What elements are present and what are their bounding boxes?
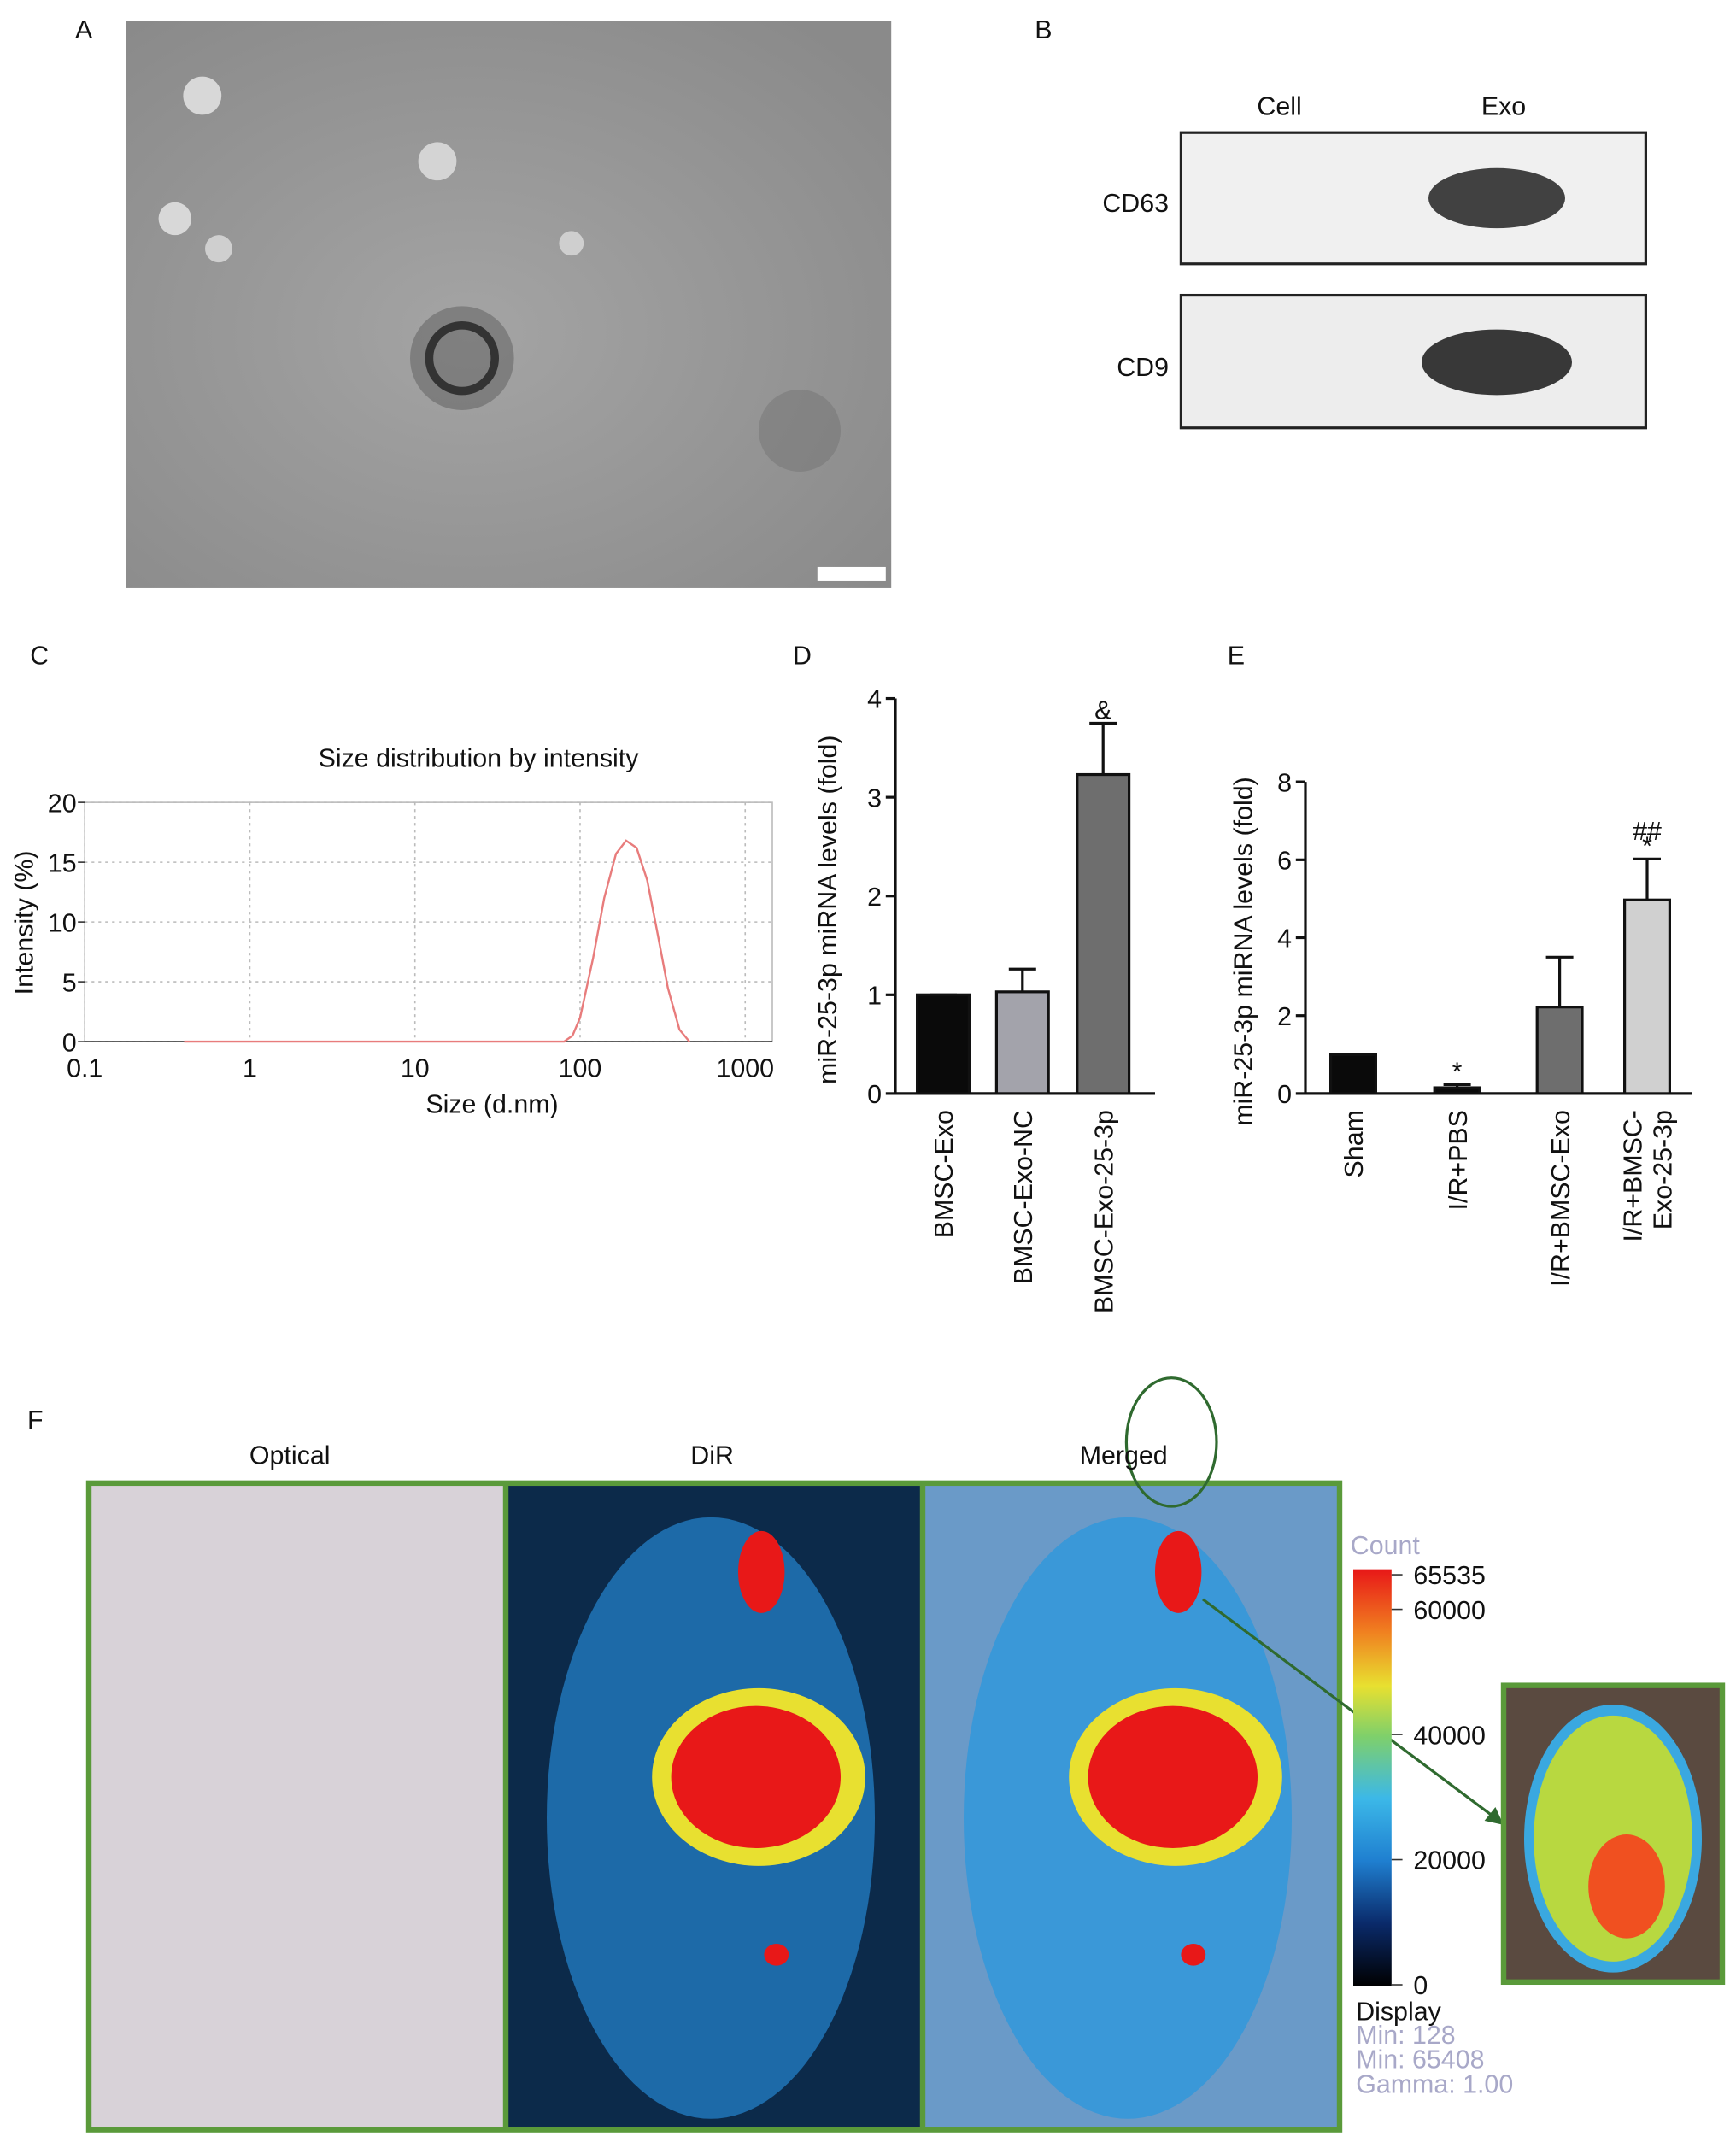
y-axis-label: miR-25-3p miRNA levels (fold) — [1229, 777, 1258, 1125]
colorbar-tick-label: 65535 — [1413, 1561, 1485, 1590]
x-tick-label: Sham — [1340, 1110, 1369, 1177]
x-tick-label: I/R+BMSC-Exo-25-3p — [1619, 1110, 1678, 1241]
colorbar-tick-label: 0 — [1413, 1971, 1428, 2000]
error-bar — [1545, 955, 1574, 1007]
annotation: & — [1094, 696, 1111, 725]
x-tick-label: 1 — [243, 1054, 257, 1083]
error-bar — [1443, 1083, 1471, 1089]
colorbar-title: Count — [1351, 1531, 1421, 1560]
display-line: Min: 128 — [1356, 2021, 1456, 2050]
y-tick-label: 10 — [48, 908, 77, 937]
x-axis-label: Size (d.nm) — [425, 1089, 558, 1118]
blot-row-label: CD9 — [1117, 353, 1169, 382]
bar — [994, 990, 1050, 1095]
line — [184, 839, 690, 1043]
display-line: Min: 65408 — [1356, 2045, 1484, 2075]
y-tick-label: 6 — [1277, 847, 1292, 876]
y-tick-label: 5 — [62, 968, 77, 997]
y-tick-label: 8 — [1277, 768, 1292, 797]
western-blot — [1179, 131, 1647, 430]
image-title: Merged — [1080, 1441, 1168, 1470]
imaging-panels — [85, 1376, 1726, 2133]
x-tick-label: 100 — [559, 1054, 602, 1083]
blot-row-label: CD63 — [1102, 189, 1169, 218]
bar — [1329, 1053, 1377, 1095]
error-bar — [1089, 721, 1117, 775]
error-bar — [1633, 857, 1661, 901]
x-tick-label: I/R+PBS — [1444, 1110, 1473, 1210]
y-tick-label: 0 — [62, 1028, 77, 1057]
display-line: Gamma: 1.00 — [1356, 2069, 1513, 2098]
y-tick-label: 2 — [1277, 1002, 1292, 1031]
bar — [1433, 1086, 1481, 1095]
image-title: DiR — [690, 1441, 734, 1470]
y-tick-label: 2 — [867, 883, 882, 912]
x-tick-label: 0.1 — [67, 1054, 103, 1083]
annotation: ## — [1633, 817, 1662, 846]
y-tick-label: 1 — [867, 982, 882, 1011]
panel-label: F — [27, 1406, 44, 1435]
x-tick-label: BMSC-Exo-NC — [1009, 1110, 1038, 1284]
bar — [916, 993, 971, 1095]
x-tick-label: 10 — [401, 1054, 430, 1083]
y-tick-label: 4 — [867, 685, 882, 714]
colorbar-tick-label: 40000 — [1413, 1721, 1485, 1750]
annotation: * — [1452, 1058, 1463, 1087]
colorbar-tick-label: 60000 — [1413, 1596, 1485, 1625]
y-axis-label: Intensity (%) — [9, 851, 38, 995]
x-tick-label: I/R+BMSC-Exo — [1546, 1110, 1575, 1287]
blot-column-label: Cell — [1257, 91, 1301, 120]
panel-label: D — [793, 642, 812, 671]
colorbar-tick-label: 20000 — [1413, 1846, 1485, 1875]
y-tick-label: 4 — [1277, 924, 1292, 954]
y-tick-label: 0 — [1277, 1080, 1292, 1109]
tem-image — [126, 20, 892, 588]
error-bar — [1008, 967, 1036, 992]
y-tick-label: 15 — [48, 848, 77, 877]
chart-title: Size distribution by intensity — [319, 744, 640, 773]
blot-column-label: Exo — [1481, 91, 1526, 120]
y-tick-label: 20 — [48, 789, 77, 818]
bar — [1535, 1006, 1584, 1095]
x-tick-label: BMSC-Exo — [930, 1110, 959, 1238]
x-tick-label: BMSC-Exo-25-3p — [1089, 1110, 1118, 1313]
display-title: Display — [1356, 1998, 1441, 2027]
annotation: * — [1642, 832, 1652, 861]
panel-label: A — [75, 15, 93, 44]
y-tick-label: 3 — [867, 783, 882, 813]
panel-label: C — [30, 642, 49, 671]
panel-label: E — [1228, 642, 1245, 671]
panel-label: B — [1035, 15, 1052, 44]
image-title: Optical — [249, 1441, 331, 1470]
x-tick-label: 1000 — [716, 1054, 774, 1083]
y-axis-label: miR-25-3p miRNA levels (fold) — [813, 735, 842, 1083]
bar — [1623, 898, 1671, 1095]
bar — [1076, 772, 1131, 1095]
y-tick-label: 0 — [867, 1080, 882, 1109]
